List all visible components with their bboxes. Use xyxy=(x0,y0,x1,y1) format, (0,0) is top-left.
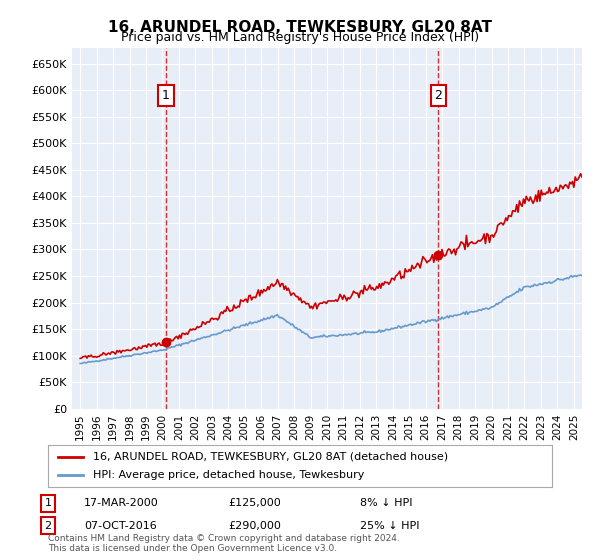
Text: Contains HM Land Registry data © Crown copyright and database right 2024.
This d: Contains HM Land Registry data © Crown c… xyxy=(48,534,400,553)
Text: 16, ARUNDEL ROAD, TEWKESBURY, GL20 8AT (detached house): 16, ARUNDEL ROAD, TEWKESBURY, GL20 8AT (… xyxy=(94,452,448,462)
Text: £125,000: £125,000 xyxy=(228,498,281,508)
Text: HPI: Average price, detached house, Tewkesbury: HPI: Average price, detached house, Tewk… xyxy=(94,470,365,480)
Text: 2: 2 xyxy=(434,89,442,102)
Text: 2: 2 xyxy=(44,521,52,531)
Text: 17-MAR-2000: 17-MAR-2000 xyxy=(84,498,159,508)
Text: 1: 1 xyxy=(162,89,170,102)
Text: 1: 1 xyxy=(44,498,52,508)
Text: 07-OCT-2016: 07-OCT-2016 xyxy=(84,521,157,531)
Text: 16, ARUNDEL ROAD, TEWKESBURY, GL20 8AT: 16, ARUNDEL ROAD, TEWKESBURY, GL20 8AT xyxy=(108,20,492,35)
Text: Price paid vs. HM Land Registry's House Price Index (HPI): Price paid vs. HM Land Registry's House … xyxy=(121,31,479,44)
Text: £290,000: £290,000 xyxy=(228,521,281,531)
Text: 8% ↓ HPI: 8% ↓ HPI xyxy=(360,498,413,508)
Text: 25% ↓ HPI: 25% ↓ HPI xyxy=(360,521,419,531)
